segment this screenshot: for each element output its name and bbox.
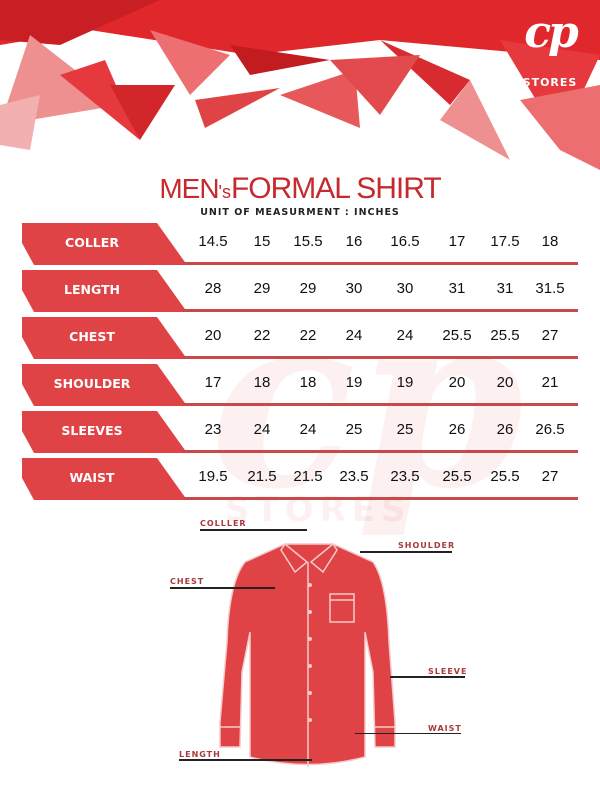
table-row-chest: CHEST 20 22 22 24 24 25.5 25.5 27 [22, 317, 578, 359]
size-value: 15.5 [293, 233, 323, 250]
size-value: 23.5 [339, 468, 369, 485]
row-label-tab: SHOULDER [22, 364, 187, 406]
row-label: SLEEVES [61, 423, 123, 438]
size-value: 25.5 [442, 468, 472, 485]
shoulder-pointer [360, 551, 452, 553]
row-divider [182, 403, 578, 406]
size-value: 21.5 [247, 468, 277, 485]
row-label-tab: CHEST [22, 317, 187, 359]
table-row-coller: COLLER 14.5 15 15.5 16 16.5 17 17.5 18 [22, 223, 578, 265]
size-value: 18 [299, 374, 317, 391]
size-value: 31 [448, 280, 466, 297]
logo-subtext: STORES [522, 76, 578, 89]
row-divider [182, 497, 578, 500]
size-value: 23 [204, 421, 222, 438]
row-divider [182, 262, 578, 265]
sleeve-pointer [390, 676, 465, 678]
size-value: 24 [345, 327, 363, 344]
logo-mark: cp [524, 7, 579, 58]
size-value: 15 [253, 233, 271, 250]
page-title: MEN'sFORMAL SHIRT [0, 172, 600, 206]
size-value: 19 [345, 374, 363, 391]
row-label: SHOULDER [53, 376, 131, 391]
row-label-tab: WAIST [22, 458, 187, 500]
size-value: 25 [345, 421, 363, 438]
size-value: 23.5 [390, 468, 420, 485]
size-value: 17.5 [490, 233, 520, 250]
watermark-subtext: STORES [225, 490, 412, 530]
row-label: LENGTH [64, 282, 120, 297]
size-value: 18 [253, 374, 271, 391]
size-value: 20 [448, 374, 466, 391]
shoulder-annotation: SHOULDER [398, 541, 456, 550]
size-value: 22 [253, 327, 271, 344]
row-label: CHEST [69, 329, 115, 344]
row-divider [182, 356, 578, 359]
size-value: 26.5 [535, 421, 565, 438]
size-value: 29 [253, 280, 271, 297]
waist-pointer [355, 733, 461, 734]
unit-label: UNIT OF MEASURMENT : INCHES [200, 207, 400, 218]
size-value: 14.5 [198, 233, 228, 250]
waist-annotation: WAIST [428, 724, 462, 733]
size-value: 19 [396, 374, 414, 391]
size-value: 25.5 [442, 327, 472, 344]
decorative-triangles [0, 0, 600, 170]
row-label-tab: COLLER [22, 223, 187, 265]
length-pointer [179, 759, 312, 761]
size-value: 17 [204, 374, 222, 391]
size-value: 18 [541, 233, 559, 250]
size-value: 28 [204, 280, 222, 297]
row-label-tab: LENGTH [22, 270, 187, 312]
size-value: 26 [496, 421, 514, 438]
size-value: 29 [299, 280, 317, 297]
title-s: 's [218, 182, 231, 202]
title-men: MEN [159, 173, 219, 204]
chest-pointer [170, 587, 275, 589]
size-value: 25.5 [490, 468, 520, 485]
row-label: WAIST [69, 470, 115, 485]
size-value: 26 [448, 421, 466, 438]
row-divider [182, 450, 578, 453]
collar-pointer [200, 529, 307, 531]
table-row-length: LENGTH 28 29 29 30 30 31 31 31.5 [22, 270, 578, 312]
size-value: 20 [204, 327, 222, 344]
size-value: 30 [345, 280, 363, 297]
row-label: COLLER [65, 235, 119, 250]
chest-annotation: CHEST [170, 577, 205, 586]
size-value: 27 [541, 468, 559, 485]
cp-stores-logo: cp STORES [510, 7, 590, 90]
size-value: 21.5 [293, 468, 323, 485]
size-value: 17 [448, 233, 466, 250]
table-row-shoulder: SHOULDER 17 18 18 19 19 20 20 21 [22, 364, 578, 406]
length-annotation: LENGTH [179, 750, 221, 759]
watermark-logo: cp [210, 260, 524, 542]
shirt-illustration [219, 542, 396, 767]
sleeve-annotation: SLEEVE [428, 667, 468, 676]
title-formal-shirt: FORMAL SHIRT [230, 172, 442, 205]
table-row-waist: WAIST 19.5 21.5 21.5 23.5 23.5 25.5 25.5 27 [22, 458, 578, 500]
row-label-tab: SLEEVES [22, 411, 187, 453]
size-value: 24 [396, 327, 414, 344]
size-value: 27 [541, 327, 559, 344]
size-value: 30 [396, 280, 414, 297]
size-value: 22 [299, 327, 317, 344]
size-value: 16.5 [390, 233, 420, 250]
collar-annotation: COLLLER [200, 519, 247, 528]
size-value: 19.5 [198, 468, 228, 485]
size-value: 25.5 [490, 327, 520, 344]
size-value: 25 [396, 421, 414, 438]
size-value: 31 [496, 280, 514, 297]
table-row-sleeves: SLEEVES 23 24 24 25 25 26 26 26.5 [22, 411, 578, 453]
row-divider [182, 309, 578, 312]
size-value: 24 [253, 421, 271, 438]
size-value: 16 [345, 233, 363, 250]
size-value: 24 [299, 421, 317, 438]
size-value: 20 [496, 374, 514, 391]
size-value: 21 [541, 374, 559, 391]
size-value: 31.5 [535, 280, 565, 297]
